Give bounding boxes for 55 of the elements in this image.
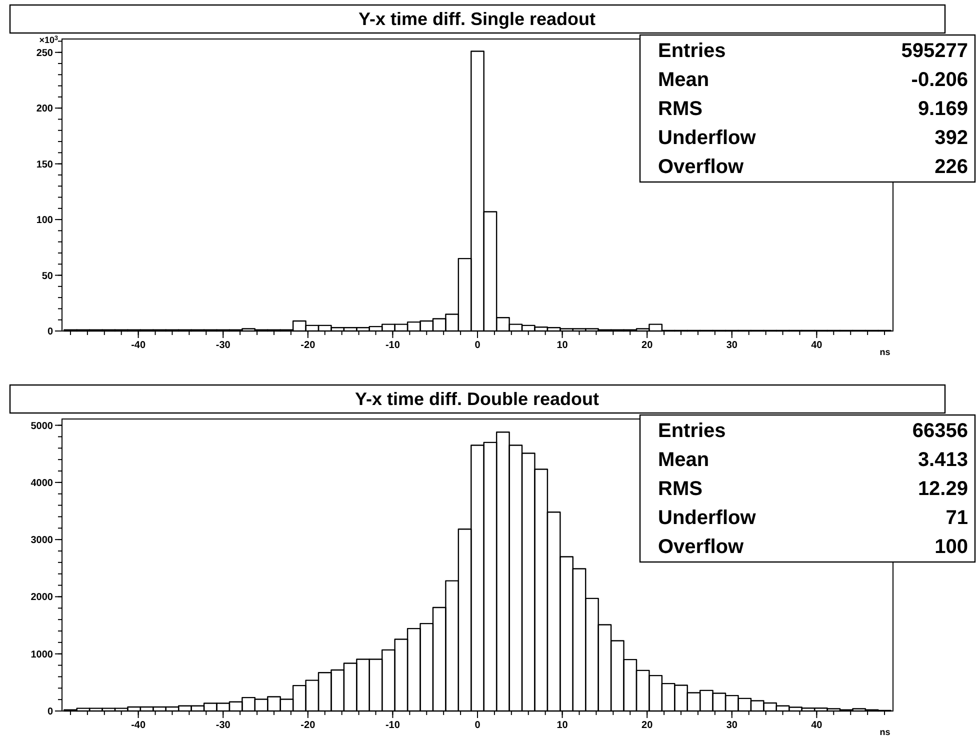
x-axis-title: ns [880, 727, 890, 737]
text: 12.29 [918, 478, 968, 500]
annotation: Entries [658, 420, 726, 442]
y-tick-label: 1000 [30, 649, 54, 660]
y-tick-label: 0 [47, 326, 54, 338]
text: 595277 [901, 40, 968, 62]
annotation: RMS [658, 478, 702, 500]
text: -0.206 [911, 69, 968, 91]
x-tick-label: -40 [131, 720, 146, 731]
y-tick-label: 2000 [30, 592, 54, 604]
y-tick-label: 150 [36, 159, 54, 170]
x-tick-label: -10 [385, 340, 400, 351]
y-tick-label: 50 [42, 270, 54, 282]
x-tick-label: -40 [131, 340, 146, 351]
annotation: Overflow [658, 156, 744, 178]
x-tick-label: 40 [811, 340, 823, 351]
y-tick-label: 0 [47, 706, 54, 718]
annotation: Underflow [658, 507, 756, 529]
chart-title: Y-x time diff. Single readout [358, 9, 596, 29]
text: 71 [946, 507, 968, 529]
annotation: Underflow [658, 127, 756, 149]
x-tick-label: -20 [300, 720, 316, 731]
y-tick-label: 5000 [30, 420, 54, 432]
text: 9.169 [918, 98, 968, 120]
text: 226 [934, 156, 968, 178]
annotation: RMS [658, 98, 702, 120]
y-tick-label: 250 [36, 48, 54, 59]
text: 66356 [912, 420, 968, 442]
x-tick-label: 0 [474, 340, 481, 351]
x-tick-label: 30 [726, 720, 738, 731]
y-axis-title: ×10$^{3}$ [39, 34, 58, 45]
text: 3.413 [918, 449, 968, 471]
x-tick-label: -20 [300, 340, 316, 351]
x-tick-label: 30 [726, 340, 738, 351]
x-tick-label: -10 [385, 720, 400, 731]
x-tick-label: 40 [811, 720, 823, 731]
x-tick-label: 10 [556, 720, 568, 731]
text: 392 [934, 127, 968, 149]
x-tick-label: 0 [474, 720, 481, 731]
annotation: Mean [658, 449, 710, 471]
annotation: Overflow [658, 536, 744, 558]
x-tick-label: 20 [642, 340, 654, 351]
text: 100 [934, 536, 968, 558]
x-tick-label: -30 [216, 720, 231, 731]
annotation: Mean [658, 69, 710, 91]
y-tick-label: 4000 [30, 478, 54, 489]
y-tick-label: 3000 [30, 535, 54, 546]
x-tick-label: 10 [556, 340, 568, 351]
y-tick-label: 200 [36, 104, 54, 115]
y-tick-label: 100 [36, 215, 54, 226]
annotation: Entries [658, 40, 726, 62]
x-tick-label: 20 [642, 720, 654, 731]
chart-title: Y-x time diff. Double readout [354, 389, 600, 409]
x-axis-title: ns [880, 347, 890, 357]
x-tick-label: -30 [216, 340, 231, 351]
